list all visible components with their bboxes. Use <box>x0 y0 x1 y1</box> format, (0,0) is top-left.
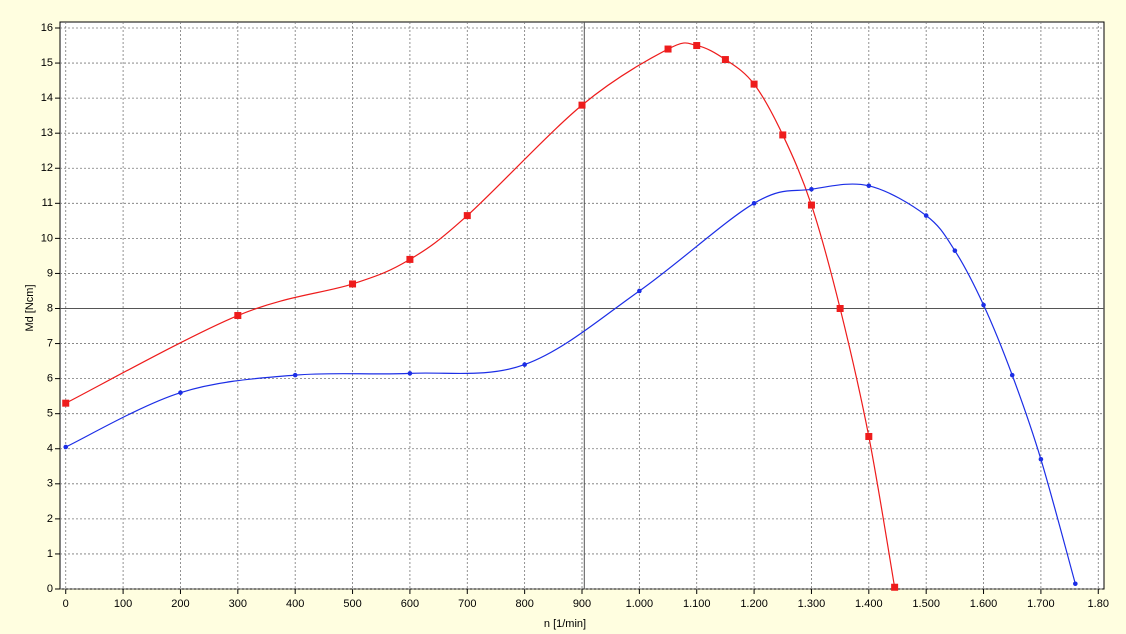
y-tick-label: 9 <box>47 267 53 279</box>
x-tick-label: 400 <box>286 598 304 610</box>
x-tick-label: 1.200 <box>740 598 768 610</box>
y-tick-label: 1 <box>47 548 53 560</box>
x-tick-label: 1.400 <box>855 598 883 610</box>
x-tick-label: 200 <box>171 598 189 610</box>
series-line <box>65 183 1076 584</box>
x-tick-label: 1.500 <box>912 598 940 610</box>
x-tick-label: 300 <box>229 598 247 610</box>
x-tick-label: 1.700 <box>1027 598 1055 610</box>
point <box>664 45 672 53</box>
point <box>923 213 929 218</box>
point <box>1009 372 1015 378</box>
x-tick-label: 600 <box>401 598 419 610</box>
x-tick-label: 900 <box>573 598 591 610</box>
y-tick-label: 16 <box>41 22 53 34</box>
x-tick-label: 1.300 <box>798 598 826 610</box>
y-tick-label: 5 <box>47 408 53 420</box>
point <box>721 56 729 64</box>
y-tick-label: 11 <box>42 197 53 209</box>
y-tick-label: 14 <box>41 92 53 104</box>
point <box>779 131 787 139</box>
point <box>952 248 958 253</box>
point <box>349 280 357 288</box>
y-tick-label: 7 <box>47 337 53 349</box>
point <box>750 80 758 88</box>
y-tick-label: 2 <box>47 513 53 525</box>
point <box>178 390 183 395</box>
point <box>866 183 872 189</box>
point <box>1073 581 1078 587</box>
point <box>522 362 527 367</box>
point <box>751 201 757 206</box>
x-tick-label: 1.80 <box>1088 598 1109 610</box>
x-tick-label: 1.000 <box>626 598 654 610</box>
x-tick-label: 500 <box>343 598 361 610</box>
point <box>836 305 844 312</box>
y-tick-label: 3 <box>47 478 53 490</box>
point <box>578 101 586 109</box>
point <box>234 312 242 320</box>
x-tick-label: 0 <box>63 598 69 610</box>
point <box>693 42 701 50</box>
y-tick-label: 0 <box>47 583 53 595</box>
point <box>463 212 471 220</box>
y-axis-label: Md [Ncm] <box>24 284 36 331</box>
point <box>407 371 413 376</box>
point <box>1038 456 1044 462</box>
y-tick-label: 4 <box>47 443 53 455</box>
point <box>62 399 70 407</box>
y-tick-label: 13 <box>41 127 53 139</box>
x-tick-label: 100 <box>114 598 132 610</box>
y-tick-label: 15 <box>41 57 53 69</box>
y-tick-label: 8 <box>47 302 53 314</box>
point <box>637 288 642 294</box>
point <box>292 372 298 378</box>
x-axis-label: n [1/min] <box>544 618 586 630</box>
point <box>809 186 814 192</box>
x-tick-label: 1.100 <box>683 598 711 610</box>
point <box>865 432 873 440</box>
y-tick-label: 12 <box>41 162 53 174</box>
x-tick-label: 1.600 <box>970 598 998 610</box>
point <box>981 302 986 308</box>
y-tick-label: 6 <box>47 373 53 385</box>
x-tick-label: 700 <box>458 598 476 610</box>
point <box>63 444 69 450</box>
x-tick-label: 800 <box>515 598 533 610</box>
point <box>807 201 815 209</box>
point <box>891 583 899 591</box>
y-tick-label: 10 <box>41 232 53 244</box>
point <box>406 255 414 263</box>
